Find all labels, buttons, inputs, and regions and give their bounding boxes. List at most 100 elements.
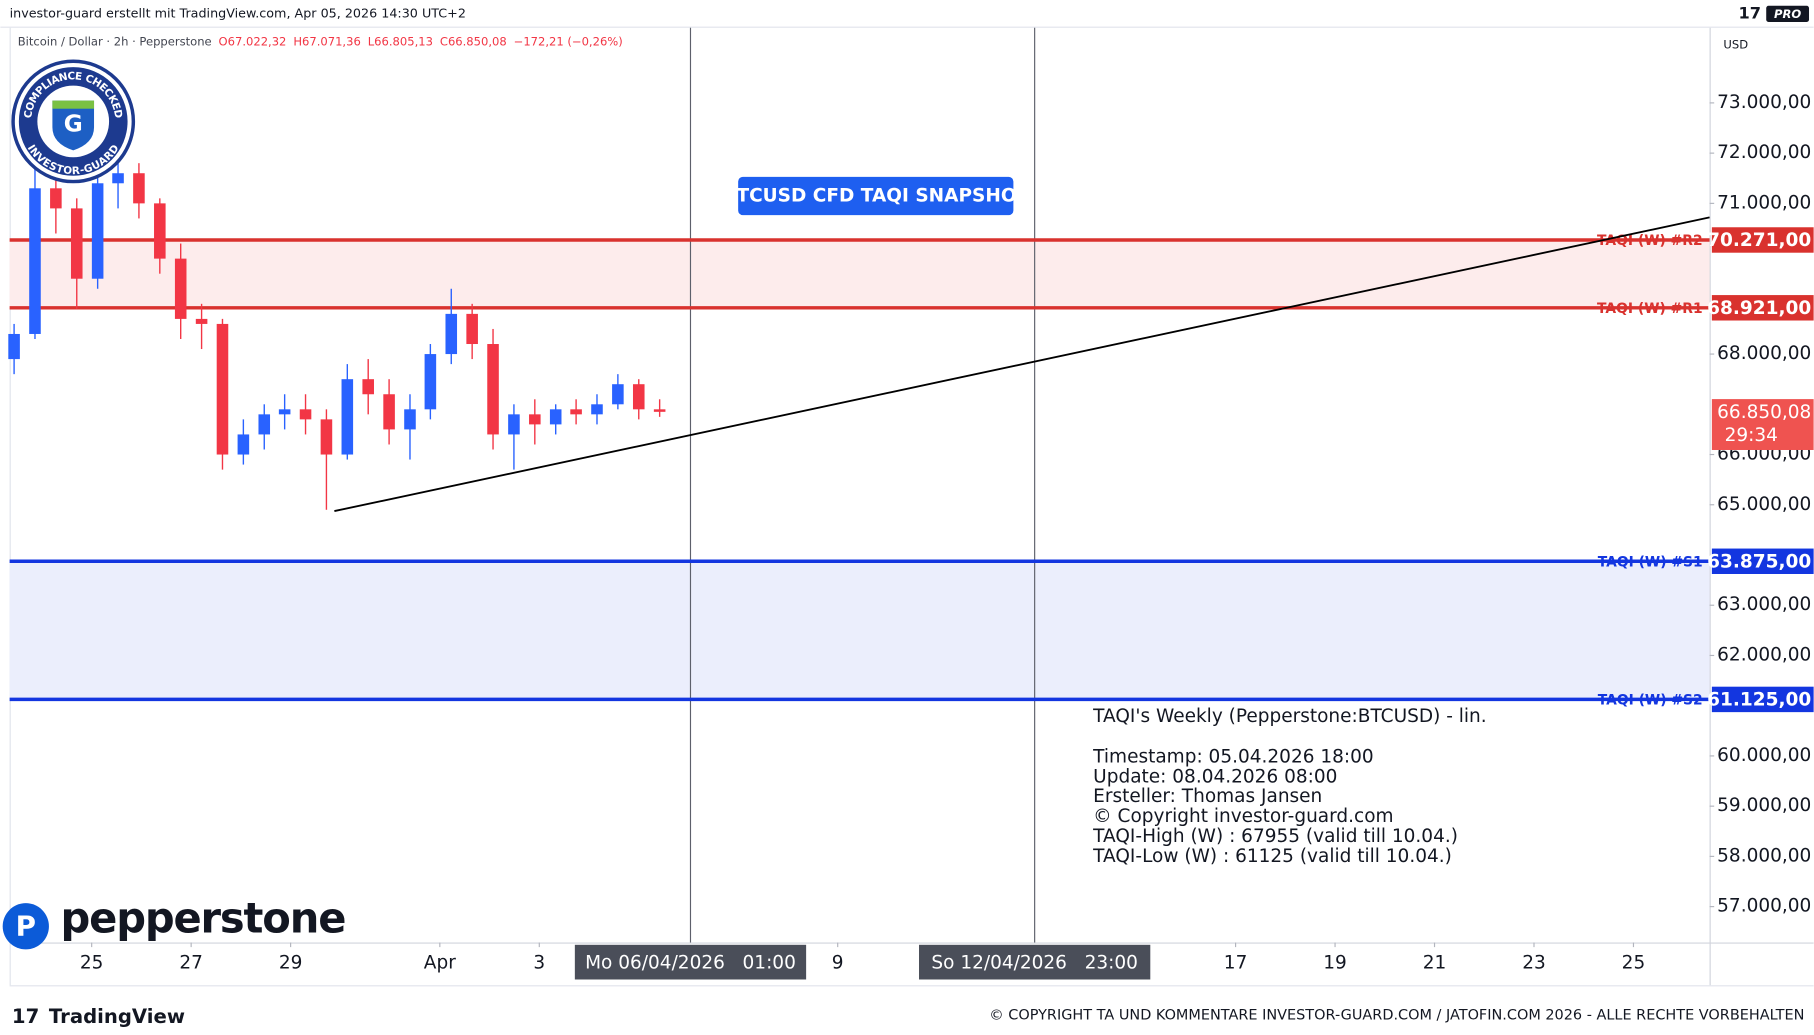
platform-icon: 17 bbox=[12, 1005, 39, 1028]
candle-body bbox=[466, 313, 478, 345]
x-tick-label: 29 bbox=[279, 952, 303, 973]
platform-logo: 17 TradingView bbox=[12, 1005, 185, 1028]
y-tick-label: 60.000,00 bbox=[1717, 745, 1811, 766]
guides: TAQI (W) #R2 70.271,00 TAQI (W) #R1 68.921,… bbox=[9, 27, 1814, 943]
y-tick-label: 72.000,00 bbox=[1717, 142, 1811, 163]
pro-text: PRO bbox=[1774, 7, 1801, 21]
y-tick-label: 58.000,00 bbox=[1717, 845, 1811, 866]
x-tick-label: Apr bbox=[424, 952, 456, 973]
candle-body bbox=[8, 333, 20, 360]
snapshot-box: BTCUSD CFD TAQI SNAPSHOT bbox=[722, 176, 1030, 216]
candle-body bbox=[424, 354, 437, 410]
candle-body bbox=[299, 409, 312, 420]
seal-logo: COMPLIANCE CHECKED INVESTOR-GUARD G bbox=[11, 59, 136, 184]
x-tick-label: 23 bbox=[1522, 952, 1546, 973]
info-line: TAQI-High (W) : 67955 (valid till 10.04.… bbox=[1092, 826, 1458, 847]
candle-body bbox=[487, 344, 499, 435]
candle-body bbox=[653, 409, 666, 412]
candle-body bbox=[174, 258, 187, 319]
plot-background bbox=[9, 27, 1710, 943]
pro-badge: 17 PRO bbox=[1738, 3, 1810, 22]
candle-body bbox=[362, 379, 374, 395]
candle-body bbox=[70, 208, 83, 279]
y-tick-label: 68.000,00 bbox=[1717, 343, 1811, 364]
x-tick-highlight bbox=[919, 944, 1151, 980]
y-tick-label: 65.000,00 bbox=[1717, 494, 1811, 515]
candle-body bbox=[383, 394, 395, 430]
candle-body bbox=[508, 414, 520, 435]
support-zone bbox=[9, 561, 1710, 700]
annotation-text: BTCUSD CFD TAQI SNAPSHOT bbox=[722, 186, 1029, 207]
level-tag-label: 61.125,00 bbox=[1707, 690, 1811, 711]
y-tick-label: 62.000,00 bbox=[1717, 644, 1811, 665]
y-tick-label: 71.000,00 bbox=[1717, 192, 1811, 213]
candle-body bbox=[529, 414, 541, 425]
countdown: 29:34 bbox=[1725, 425, 1778, 446]
x-tick-label: 17 bbox=[1224, 952, 1248, 973]
legend-change: −172,21 (−0,26%) bbox=[514, 34, 623, 48]
x-tick-label: 21 bbox=[1423, 952, 1447, 973]
last-price-label: 66.850,08 bbox=[1717, 402, 1811, 423]
legend-high: H67.071,36 bbox=[293, 34, 360, 48]
y-tick-label: 59.000,00 bbox=[1717, 795, 1811, 816]
level-tag-label: 70.271,00 bbox=[1707, 230, 1811, 251]
x-tick-label: 19 bbox=[1323, 952, 1347, 973]
level-tag-label: 68.921,00 bbox=[1707, 298, 1811, 319]
candle-body bbox=[258, 414, 271, 435]
level-name: TAQI (W) #S1 bbox=[1598, 554, 1703, 570]
level-tag bbox=[1711, 295, 1814, 321]
level-tag bbox=[1711, 686, 1814, 713]
y-tick-label: 63.000,00 bbox=[1717, 594, 1811, 615]
candle-body bbox=[91, 183, 104, 279]
level-tag bbox=[1711, 548, 1814, 574]
candle-body bbox=[632, 384, 645, 410]
y-tick-label: 73.000,00 bbox=[1717, 92, 1811, 113]
price-unit: USD bbox=[1723, 38, 1748, 52]
zones bbox=[9, 239, 1710, 700]
candle-body bbox=[612, 384, 624, 405]
y-tick-label: 57.000,00 bbox=[1717, 896, 1811, 917]
candle-body bbox=[154, 203, 166, 259]
level-tag-label: 63.875,00 bbox=[1707, 551, 1811, 572]
level-name: TAQI (W) #R1 bbox=[1597, 301, 1703, 317]
info-line: © Copyright investor-guard.com bbox=[1093, 806, 1393, 827]
candles bbox=[8, 153, 666, 510]
level-name: TAQI (W) #R2 bbox=[1597, 233, 1703, 249]
candle-body bbox=[112, 173, 124, 184]
x-tick-label: 27 bbox=[179, 952, 203, 973]
x-tick-label: 9 bbox=[832, 952, 844, 973]
seal-shield bbox=[52, 100, 95, 151]
x-tick-label: So 12/04/2026 23:00 bbox=[931, 952, 1138, 973]
x-tick-highlight bbox=[574, 944, 807, 980]
plot-area bbox=[0, 26, 1814, 987]
info-line: Ersteller: Thomas Jansen bbox=[1093, 786, 1322, 807]
legend-symbol: Bitcoin / Dollar · 2h · Pepperstone bbox=[18, 34, 212, 48]
annotation-box bbox=[738, 176, 1014, 216]
candle-body bbox=[29, 188, 41, 334]
legend-close: C66.850,08 bbox=[440, 34, 507, 48]
level-tag bbox=[1711, 227, 1814, 253]
x-tick-label: Mo 06/04/2026 01:00 bbox=[585, 952, 796, 973]
candle-body bbox=[404, 409, 416, 430]
candle-body bbox=[570, 409, 582, 415]
broker-icon bbox=[2, 903, 49, 950]
last-price-tag bbox=[1711, 399, 1814, 450]
candle-body bbox=[133, 173, 145, 204]
credit: investor-guard erstellt mit TradingView.… bbox=[10, 5, 466, 20]
copyright: © COPYRIGHT TA UND KOMMENTARE INVESTOR-G… bbox=[989, 1007, 1804, 1023]
candle-body bbox=[237, 434, 250, 455]
x-tick-label: 3 bbox=[533, 952, 545, 973]
pro-box bbox=[1766, 5, 1810, 22]
axes: 73.000,0072.000,0071.000,0068.000,0066.0… bbox=[80, 92, 1814, 980]
legend-open: O67.022,32 bbox=[219, 34, 287, 48]
tv-mark: 17 bbox=[1738, 3, 1761, 22]
candle-body bbox=[50, 188, 62, 209]
candle-body bbox=[591, 404, 603, 415]
candle-body bbox=[549, 409, 562, 425]
resistance-zone bbox=[9, 239, 1710, 308]
candle-body bbox=[445, 313, 458, 355]
x-tick-label: 25 bbox=[80, 952, 104, 973]
info-block: TAQI's Weekly (Pepperstone:BTCUSD) - lin… bbox=[1092, 706, 1487, 867]
